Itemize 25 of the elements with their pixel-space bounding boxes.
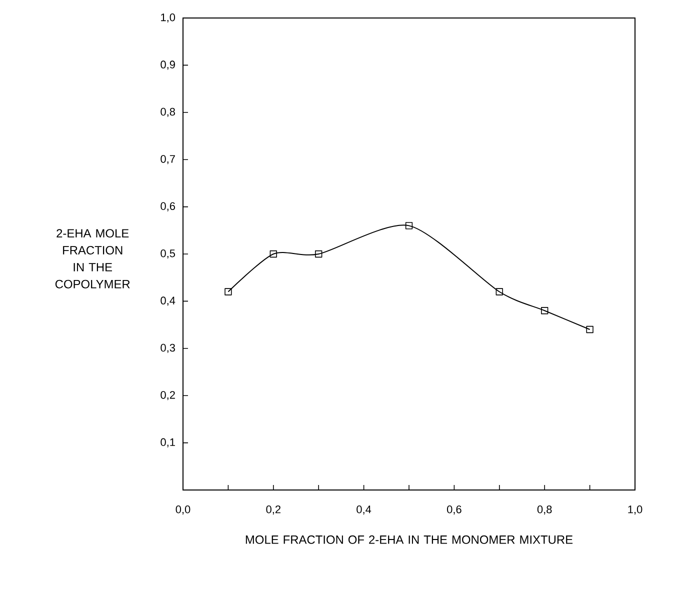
x-tick-label: 1,0 [628, 506, 642, 515]
y-tick-label: 1,0 [161, 13, 176, 23]
y-tick-label: 0,3 [160, 344, 175, 353]
y-axis-title: 2-EHA MOLE FRACTION IN THE COPOLYMER [55, 229, 130, 288]
y-tick-label: 0,6 [160, 202, 175, 212]
point [586, 326, 594, 334]
y-tick-label: 0,2 [160, 391, 175, 400]
x-tick-label: 0,8 [537, 506, 552, 515]
y-tick-label: 0,8 [160, 108, 175, 117]
x-tick-label: 0,2 [266, 506, 280, 515]
y-tick-label: 0,9 [160, 60, 175, 70]
y-tick-label: 0,5 [160, 249, 176, 259]
x-tick-label: 0,0 [176, 506, 190, 515]
point [270, 250, 277, 258]
point [541, 307, 548, 314]
point [405, 222, 413, 230]
x-axis-title: MOLE FRACTION OF 2-EHA IN THE MONOMER MIXTURE [246, 535, 573, 544]
y-tick-label: 0,7 [160, 155, 175, 164]
x-tick-label: 0,6 [447, 506, 462, 515]
point [315, 250, 322, 258]
x-tick-label: 0,4 [356, 506, 372, 515]
point [496, 288, 503, 296]
point [224, 288, 232, 296]
y-tick-label: 0,1 [160, 438, 175, 448]
y-tick-label: 0,4 [160, 296, 176, 306]
